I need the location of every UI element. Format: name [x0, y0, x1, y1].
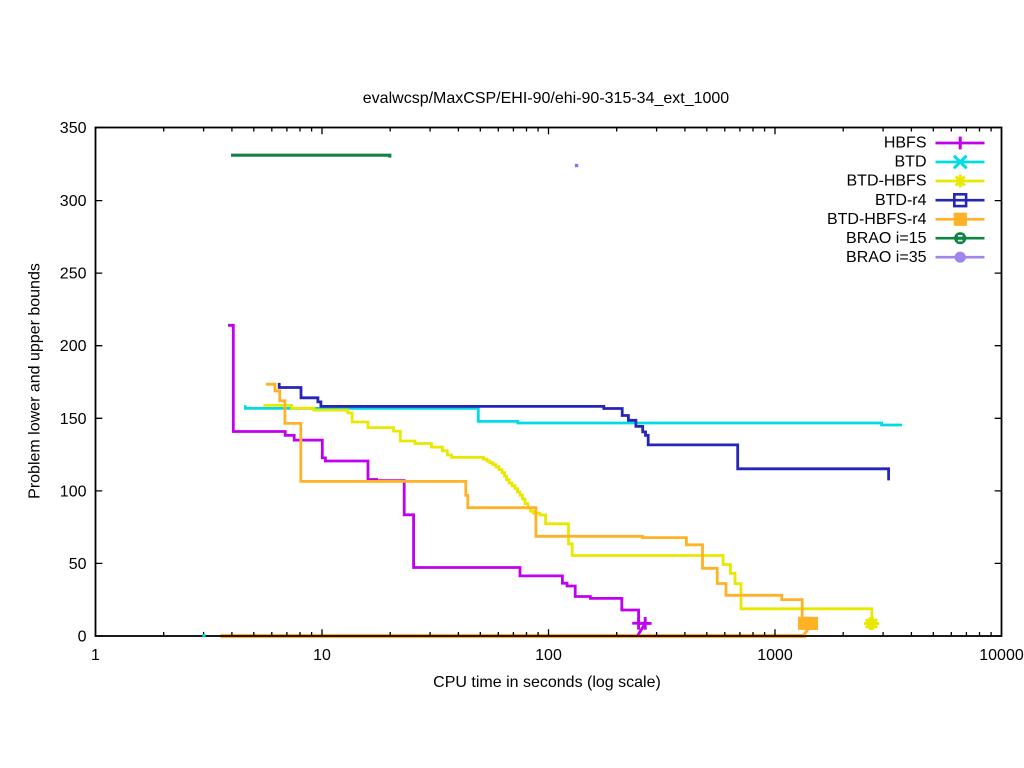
svg-text:10000: 10000 — [979, 647, 1024, 664]
svg-text:250: 250 — [60, 266, 87, 283]
svg-text:150: 150 — [60, 411, 87, 428]
svg-text:BTD-HBFS: BTD-HBFS — [847, 173, 927, 190]
svg-text:Problem lower and upper bounds: Problem lower and upper bounds — [27, 263, 44, 499]
svg-text:50: 50 — [69, 556, 87, 573]
svg-text:BRAO i=35: BRAO i=35 — [846, 249, 927, 266]
svg-text:0: 0 — [78, 629, 87, 646]
svg-text:200: 200 — [60, 338, 87, 355]
svg-text:100: 100 — [535, 647, 562, 664]
svg-text:BTD-HBFS-r4: BTD-HBFS-r4 — [827, 211, 927, 228]
svg-text:CPU time in seconds (log scale: CPU time in seconds (log scale) — [433, 674, 661, 691]
svg-text:1: 1 — [91, 647, 100, 664]
svg-text:350: 350 — [60, 120, 87, 137]
svg-text:10: 10 — [313, 647, 331, 664]
svg-text:evalwcsp/MaxCSP/EHI-90/ehi-90-: evalwcsp/MaxCSP/EHI-90/ehi-90-315-34_ext… — [363, 90, 730, 107]
svg-text:100: 100 — [60, 483, 87, 500]
svg-text:1000: 1000 — [757, 647, 793, 664]
svg-text:BRAO i=15: BRAO i=15 — [846, 230, 927, 247]
svg-text:BTD: BTD — [895, 154, 927, 171]
svg-text:BTD-r4: BTD-r4 — [875, 192, 927, 209]
svg-text:300: 300 — [60, 193, 87, 210]
svg-text:HBFS: HBFS — [884, 135, 927, 152]
